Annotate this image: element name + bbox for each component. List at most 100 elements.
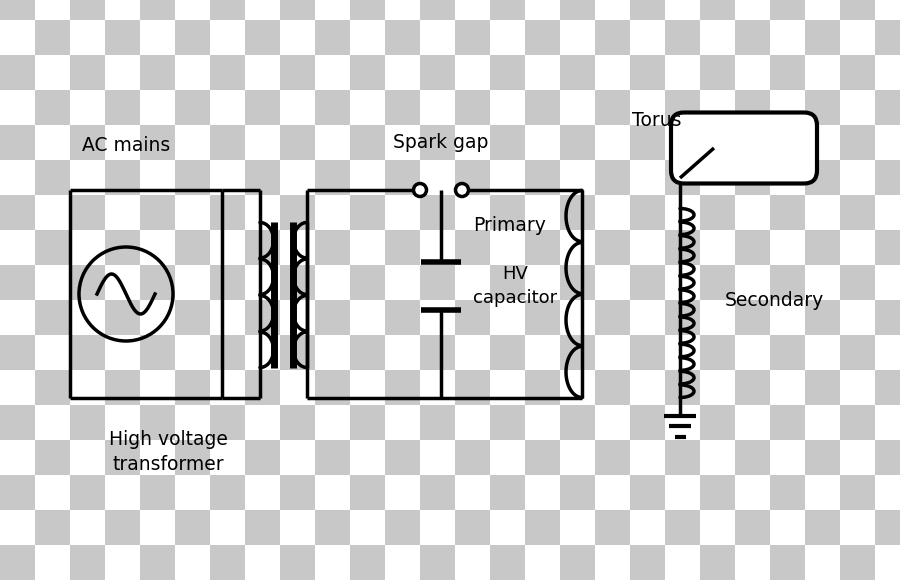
- Text: Secondary: Secondary: [725, 291, 824, 310]
- Bar: [875, 160, 900, 195]
- Bar: [490, 0, 525, 20]
- Bar: [770, 55, 805, 90]
- Bar: [70, 125, 105, 160]
- Text: Spark gap: Spark gap: [393, 133, 489, 152]
- Bar: [525, 440, 560, 475]
- Bar: [385, 20, 420, 55]
- Bar: [770, 440, 805, 475]
- Bar: [0, 20, 35, 55]
- Bar: [700, 0, 735, 20]
- Bar: [350, 265, 385, 300]
- Bar: [455, 545, 490, 580]
- Bar: [350, 475, 385, 510]
- Bar: [875, 335, 900, 370]
- Bar: [140, 20, 175, 55]
- Bar: [840, 0, 875, 20]
- Bar: [560, 510, 595, 545]
- Bar: [665, 195, 700, 230]
- Bar: [280, 20, 315, 55]
- Bar: [0, 510, 35, 545]
- Bar: [105, 510, 140, 545]
- Bar: [595, 545, 630, 580]
- Bar: [280, 0, 315, 20]
- Bar: [140, 300, 175, 335]
- Bar: [735, 20, 770, 55]
- Bar: [420, 0, 455, 20]
- Bar: [735, 405, 770, 440]
- Bar: [245, 0, 280, 20]
- Bar: [840, 160, 875, 195]
- Bar: [560, 440, 595, 475]
- Text: Primary: Primary: [473, 216, 546, 234]
- Bar: [35, 90, 70, 125]
- Bar: [315, 370, 350, 405]
- Bar: [700, 195, 735, 230]
- Bar: [455, 475, 490, 510]
- Bar: [875, 300, 900, 335]
- Bar: [245, 265, 280, 300]
- Text: HV
capacitor: HV capacitor: [472, 265, 557, 307]
- Bar: [595, 440, 630, 475]
- Bar: [595, 195, 630, 230]
- Bar: [840, 20, 875, 55]
- Bar: [840, 265, 875, 300]
- Bar: [700, 545, 735, 580]
- Bar: [280, 405, 315, 440]
- Bar: [770, 90, 805, 125]
- Bar: [420, 510, 455, 545]
- Bar: [560, 20, 595, 55]
- Bar: [210, 510, 245, 545]
- Bar: [455, 510, 490, 545]
- Bar: [770, 0, 805, 20]
- Bar: [35, 55, 70, 90]
- Bar: [245, 405, 280, 440]
- Bar: [875, 440, 900, 475]
- Bar: [630, 405, 665, 440]
- Bar: [70, 475, 105, 510]
- Bar: [35, 405, 70, 440]
- Bar: [805, 160, 840, 195]
- Bar: [455, 370, 490, 405]
- Bar: [350, 510, 385, 545]
- Bar: [770, 335, 805, 370]
- Bar: [0, 440, 35, 475]
- Bar: [70, 230, 105, 265]
- Bar: [455, 440, 490, 475]
- Bar: [315, 55, 350, 90]
- Bar: [315, 265, 350, 300]
- Bar: [560, 300, 595, 335]
- Bar: [0, 300, 35, 335]
- Bar: [210, 370, 245, 405]
- Bar: [210, 160, 245, 195]
- Bar: [840, 370, 875, 405]
- Bar: [245, 440, 280, 475]
- Bar: [35, 160, 70, 195]
- Bar: [175, 510, 210, 545]
- Bar: [665, 230, 700, 265]
- Bar: [175, 265, 210, 300]
- Bar: [840, 300, 875, 335]
- Bar: [385, 265, 420, 300]
- Bar: [175, 405, 210, 440]
- Bar: [700, 335, 735, 370]
- Bar: [0, 0, 35, 20]
- Bar: [315, 0, 350, 20]
- Bar: [455, 125, 490, 160]
- Bar: [735, 125, 770, 160]
- Bar: [525, 405, 560, 440]
- Bar: [700, 265, 735, 300]
- Bar: [560, 230, 595, 265]
- Bar: [700, 90, 735, 125]
- Bar: [700, 300, 735, 335]
- Bar: [245, 300, 280, 335]
- Bar: [245, 510, 280, 545]
- Bar: [35, 370, 70, 405]
- Bar: [455, 160, 490, 195]
- Bar: [70, 300, 105, 335]
- Bar: [210, 265, 245, 300]
- Bar: [350, 440, 385, 475]
- Bar: [595, 335, 630, 370]
- Bar: [735, 545, 770, 580]
- Bar: [245, 545, 280, 580]
- Bar: [420, 440, 455, 475]
